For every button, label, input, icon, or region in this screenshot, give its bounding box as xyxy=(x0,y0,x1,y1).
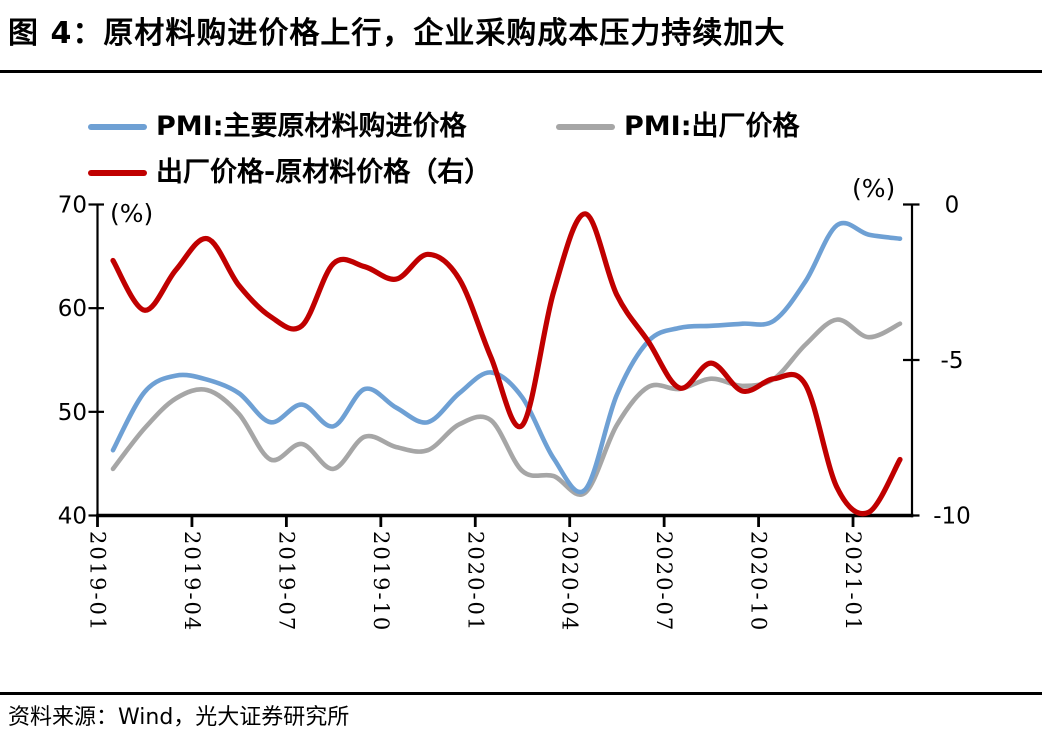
x-axis-tick-label: 2019-07 xyxy=(274,531,298,632)
x-axis-tick-label: 2020-04 xyxy=(558,531,582,632)
legend-label-purchase-price: PMI:主要原材料购进价格 xyxy=(156,111,467,142)
legend-label-factory-price: PMI:出厂价格 xyxy=(624,111,800,142)
legend-item-price-spread: 出厂价格-原材料价格（右） xyxy=(88,158,491,188)
x-axis-tick-label: 2020-10 xyxy=(747,531,771,632)
left-axis-tick-label: 50 xyxy=(58,400,87,426)
series-line-price-spread xyxy=(110,211,903,517)
legend-swatch-red-line-icon xyxy=(88,170,147,176)
left-axis-tick-label: 40 xyxy=(58,504,87,530)
right-axis-tick-label: -5 xyxy=(941,348,964,374)
right-axis-unit-label: (%) xyxy=(852,174,895,203)
x-axis-tick-label: 2019-04 xyxy=(180,531,204,632)
x-axis-tick-label: 2019-10 xyxy=(369,531,393,632)
title-divider xyxy=(0,70,1042,73)
source-note: 资料来源：Wind，光大证券研究所 xyxy=(8,705,350,730)
legend-label-price-spread: 出厂价格-原材料价格（右） xyxy=(156,157,492,188)
x-axis-tick-label: 2020-07 xyxy=(652,531,676,632)
left-axis-unit-label: (%) xyxy=(110,199,153,228)
x-axis-tick-label: 2021-01 xyxy=(841,531,865,632)
chart-title: 图 4：原材料购进价格上行，企业采购成本压力持续加大 xyxy=(8,16,786,51)
legend-swatch-blue-line-icon xyxy=(88,124,147,130)
legend-swatch-gray-line-icon xyxy=(556,124,615,130)
x-axis-tick-label: 2020-01 xyxy=(463,531,487,632)
x-axis-tick-label: 2019-01 xyxy=(86,531,110,632)
left-axis-tick-label: 60 xyxy=(58,296,87,322)
source-divider xyxy=(0,692,1042,695)
left-axis-tick-label: 70 xyxy=(58,193,87,219)
right-axis-tick-label: -10 xyxy=(933,504,971,530)
legend-item-factory-price: PMI:出厂价格 xyxy=(556,112,800,142)
legend-item-purchase-price: PMI:主要原材料购进价格 xyxy=(88,112,467,142)
series-line-purchase-price xyxy=(110,220,903,495)
right-axis-tick-label: 0 xyxy=(945,193,960,219)
